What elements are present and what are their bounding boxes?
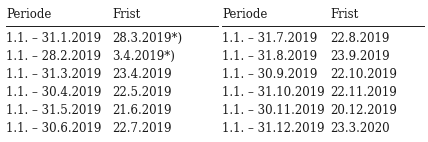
Text: 22.7.2019: 22.7.2019 — [112, 122, 172, 135]
Text: 28.3.2019*): 28.3.2019*) — [112, 32, 182, 45]
Text: Frist: Frist — [330, 8, 358, 21]
Text: 1.1. – 30.11.2019: 1.1. – 30.11.2019 — [222, 104, 324, 117]
Text: 1.1. – 30.6.2019: 1.1. – 30.6.2019 — [6, 122, 101, 135]
Text: 3.4.2019*): 3.4.2019*) — [112, 50, 175, 63]
Text: 1.1. – 31.1.2019: 1.1. – 31.1.2019 — [6, 32, 101, 45]
Text: Frist: Frist — [112, 8, 140, 21]
Text: 1.1. – 31.12.2019: 1.1. – 31.12.2019 — [222, 122, 324, 135]
Text: 1.1. – 31.3.2019: 1.1. – 31.3.2019 — [6, 68, 101, 81]
Text: 21.6.2019: 21.6.2019 — [112, 104, 172, 117]
Text: Periode: Periode — [222, 8, 268, 21]
Text: 23.4.2019: 23.4.2019 — [112, 68, 172, 81]
Text: 23.9.2019: 23.9.2019 — [330, 50, 389, 63]
Text: 1.1. – 30.9.2019: 1.1. – 30.9.2019 — [222, 68, 318, 81]
Text: 1.1. – 30.4.2019: 1.1. – 30.4.2019 — [6, 86, 101, 99]
Text: 1.1. – 31.5.2019: 1.1. – 31.5.2019 — [6, 104, 101, 117]
Text: 1.1. – 31.7.2019: 1.1. – 31.7.2019 — [222, 32, 317, 45]
Text: 22.10.2019: 22.10.2019 — [330, 68, 397, 81]
Text: 20.12.2019: 20.12.2019 — [330, 104, 397, 117]
Text: 1.1. – 31.8.2019: 1.1. – 31.8.2019 — [222, 50, 317, 63]
Text: 22.5.2019: 22.5.2019 — [112, 86, 172, 99]
Text: Periode: Periode — [6, 8, 51, 21]
Text: 23.3.2020: 23.3.2020 — [330, 122, 389, 135]
Text: 22.11.2019: 22.11.2019 — [330, 86, 397, 99]
Text: 1.1. – 28.2.2019: 1.1. – 28.2.2019 — [6, 50, 101, 63]
Text: 1.1. – 31.10.2019: 1.1. – 31.10.2019 — [222, 86, 324, 99]
Text: 22.8.2019: 22.8.2019 — [330, 32, 389, 45]
